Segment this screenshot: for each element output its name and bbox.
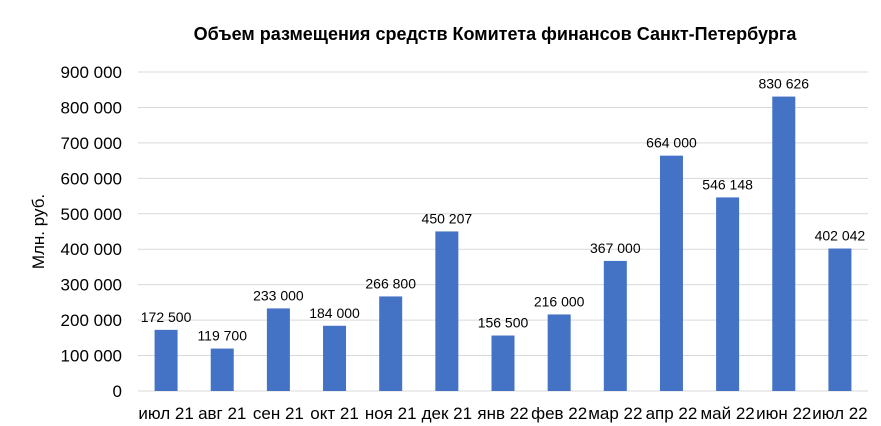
x-tick-label: фев 22 (531, 404, 587, 423)
data-label: 367 000 (590, 240, 641, 256)
bar (828, 248, 852, 391)
x-tick-label: сен 21 (253, 404, 304, 423)
x-tick-label: май 22 (700, 404, 754, 423)
bar (379, 296, 403, 391)
x-tick-label: июн 22 (756, 404, 811, 423)
bar (435, 231, 459, 391)
bar (772, 96, 796, 391)
bar (603, 260, 627, 391)
x-axis-ticks: июл 21 авг 21 сен 21 окт 21 ноя 21 дек 21 янв … (138, 404, 867, 423)
x-tick-label: ноя 21 (365, 404, 417, 423)
data-label: 450 207 (422, 210, 473, 226)
y-tick-label: 600 000 (61, 169, 122, 188)
y-tick-label: 500 000 (61, 205, 122, 224)
grid-lines (138, 71, 868, 392)
y-tick-label: 400 000 (61, 240, 122, 259)
y-tick-label: 0 (113, 382, 122, 401)
data-label: 184 000 (309, 305, 360, 321)
y-tick-label: 100 000 (61, 347, 122, 366)
data-label: 664 000 (646, 135, 697, 151)
data-label: 172 500 (141, 309, 192, 325)
bar (266, 308, 290, 391)
chart-title: Объем размещения средств Комитета финанс… (194, 24, 798, 44)
data-label: 546 148 (702, 176, 753, 192)
bar (716, 197, 740, 391)
bar (210, 348, 234, 391)
x-tick-label: авг 21 (198, 404, 246, 423)
y-tick-label: 300 000 (61, 276, 122, 295)
data-label: 216 000 (534, 293, 585, 309)
x-tick-label: дек 21 (422, 404, 472, 423)
x-tick-label: мар 22 (588, 404, 642, 423)
data-label: 830 626 (758, 76, 809, 92)
x-tick-label: июл 22 (812, 404, 867, 423)
y-tick-label: 700 000 (61, 134, 122, 153)
y-tick-label: 800 000 (61, 98, 122, 117)
bar (491, 335, 515, 391)
bar (154, 329, 178, 391)
data-label: 119 700 (197, 328, 247, 344)
bars (154, 96, 852, 391)
data-label: 402 042 (815, 227, 866, 243)
x-tick-label: апр 22 (646, 404, 698, 423)
x-tick-label: июл 21 (138, 404, 193, 423)
y-axis-ticks: 0 100 000 200 000 300 000 400 000 500 000 600 … (61, 63, 122, 401)
y-axis-label: Млн. руб. (29, 194, 48, 269)
data-label: 233 000 (253, 287, 304, 303)
x-tick-label: окт 21 (310, 404, 359, 423)
data-label: 156 500 (478, 315, 529, 331)
y-tick-label: 900 000 (61, 63, 122, 82)
bar (323, 325, 347, 391)
bar (547, 314, 571, 391)
data-labels: 172 500 119 700 233 000 184 000 266 800 450 2… (141, 76, 866, 344)
data-label: 266 800 (365, 275, 416, 291)
x-tick-label: янв 22 (477, 404, 528, 423)
y-tick-label: 200 000 (61, 311, 122, 330)
bar (659, 155, 683, 391)
